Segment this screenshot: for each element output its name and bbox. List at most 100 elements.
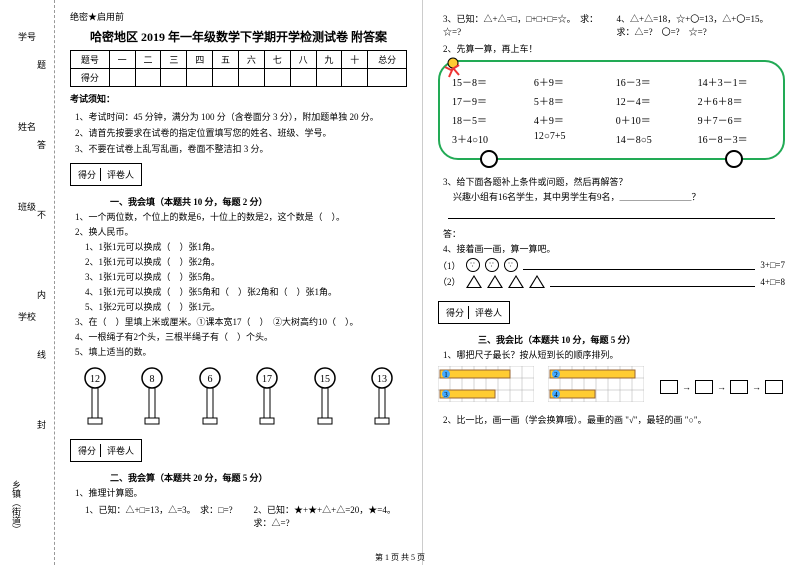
eq: 16－3＝ [616,74,689,89]
notice-item: 1、考试时间：45 分钟，满分为 100 分（含卷面分 3 分），附加题单独 2… [75,110,407,123]
td[interactable] [238,69,264,87]
cut-label: 封 [35,420,48,429]
right-column: 3、已知：△+△=□，□+□+□=☆。 求：☆=? 4、△+△=18，☆+〇=1… [423,0,800,565]
grid-icon: 2 4 [548,366,648,406]
cut-label: 内 [35,290,48,299]
answer-box[interactable] [765,380,783,394]
eq: 3＋4○10 [452,131,525,146]
th: 四 [187,51,213,69]
eq: 9＋7－6＝ [698,112,771,127]
arrow-icon: → [717,382,726,392]
question-text: 兴趣小组有16名学生，其中男学生有9名，＿＿＿＿＿＿＿＿？ [453,190,785,203]
answer-label: 答： [443,227,785,240]
bus-row: 18－5＝4＋9＝0＋10＝9＋7－6＝ [452,112,771,127]
table-row: 题号 一 二 三 四 五 六 七 八 九 十 总分 [71,51,407,69]
td[interactable] [161,69,187,87]
smiley-icon: ∵ [504,258,518,272]
exam-title: 哈密地区 2019 年一年级数学下学期开学检测试卷 附答案 [70,28,407,45]
svg-text:6: 6 [207,374,212,385]
binding-label: 学校 [18,310,36,323]
left-column: 绝密★启用前 哈密地区 2019 年一年级数学下学期开学检测试卷 附答案 题号 … [55,0,423,565]
td[interactable] [135,69,161,87]
notice-item: 2、请首先按要求在试卷的指定位置填写您的姓名、班级、学号。 [75,126,407,139]
wheel-icon [725,150,743,168]
td[interactable] [109,69,135,87]
secret-label: 绝密★启用前 [70,10,407,23]
eq: 16－8－3＝ [698,131,771,146]
equation: 3+□=7 [760,260,785,270]
label: （2） [438,275,461,288]
question: 1、推理计算题。 [75,486,407,499]
question: 2、换人民币。 [75,225,407,238]
td[interactable] [187,69,213,87]
draw-line[interactable] [523,260,756,270]
triangle-icon [529,275,545,288]
svg-text:12: 12 [90,374,100,385]
svg-text:1: 1 [444,371,448,379]
th: 七 [264,51,290,69]
th: 九 [316,51,342,69]
arrow-icon: → [682,382,691,392]
section-title: 一、我会填（本题共 10 分，每题 2 分） [110,195,407,208]
score-box: 得分评卷人 [438,301,510,324]
answer-box[interactable] [695,380,713,394]
key-icon: 8 [132,366,172,426]
td[interactable] [213,69,239,87]
svg-text:2: 2 [554,371,558,379]
arrow-icon: → [752,382,761,392]
notice-item: 3、不要在试卷上乱写乱画，卷面不整洁扣 3 分。 [75,142,407,155]
table-row: 得分 [71,69,407,87]
th: 八 [290,51,316,69]
sub-question: 2、已知：★+★+△+△=20，★=4。 求：△=? [254,503,408,529]
sub-question: 3、已知：△+△=□，□+□+□=☆。 求：☆=? [443,12,612,38]
eq: 5＋8＝ [534,93,607,108]
cut-label: 线 [35,350,48,359]
answer-box[interactable] [660,380,678,394]
th: 五 [213,51,239,69]
notice-title: 考试须知： [70,92,407,105]
question: 1、哪把尺子最长？按从短到长的顺序排列。 [443,348,785,361]
grid-icon: 1 3 [438,366,538,406]
question: 4、一根绳子有2个头，三根半绳子有（ ）个头。 [75,330,407,343]
eq: 14＋3－1＝ [698,74,771,89]
td: 得分 [71,69,110,87]
binding-label: 乡镇（街道） [10,480,23,534]
key-icon: 17 [247,366,287,426]
sub-question: 1、1张1元可以换成（ ）张1角。 [85,240,407,253]
score-label: 得分 [78,168,101,181]
sub-question: 1、已知：△+□=13，△=3。 求：□=? [85,503,239,529]
cut-label: 题 [35,60,48,69]
svg-text:4: 4 [554,391,558,399]
eq: 17－9＝ [452,93,525,108]
sub-question: 3、1张1元可以换成（ ）张5角。 [85,270,407,283]
th: 十 [342,51,368,69]
td[interactable] [264,69,290,87]
grader-label: 评卷人 [471,306,502,319]
td[interactable] [316,69,342,87]
th: 三 [161,51,187,69]
score-table: 题号 一 二 三 四 五 六 七 八 九 十 总分 得分 [70,50,407,87]
pencil-diagram: 1 3 2 4 → → → [438,366,785,408]
score-label: 得分 [446,306,469,319]
sub-question: 2、1张1元可以换成（ ）张2角。 [85,255,407,268]
key-icon: 13 [362,366,402,426]
binding-margin: 学号 题 姓名 答 班级 不 内 学校 线 封 乡镇（街道） [0,0,55,565]
sub-question: 4、1张1元可以换成（ ）张5角和（ ）张2角和（ ）张1角。 [85,285,407,298]
question: 2、比一比，画一画（学会换算哦）。最重的画 "√"，最轻的画 "○"。 [443,413,785,426]
triangle-row: （2） 4+□=8 [438,275,785,288]
answer-box[interactable] [730,380,748,394]
eq: 2＋6＋8＝ [698,93,771,108]
smiley-icon: ∵ [466,258,480,272]
td[interactable] [368,69,407,87]
svg-text:3: 3 [444,391,448,399]
answer-line[interactable] [448,211,775,219]
score-label: 得分 [78,444,101,457]
svg-text:13: 13 [377,374,387,385]
draw-line[interactable] [550,277,756,287]
eq: 4＋9＝ [534,112,607,127]
td[interactable] [342,69,368,87]
td[interactable] [290,69,316,87]
bus-row: 3＋4○1012○7+514－8○516－8－3＝ [452,131,771,146]
smiley-row: （1） ∵ ∵ ∵ 3+□=7 [438,258,785,272]
eq: 0＋10＝ [616,112,689,127]
